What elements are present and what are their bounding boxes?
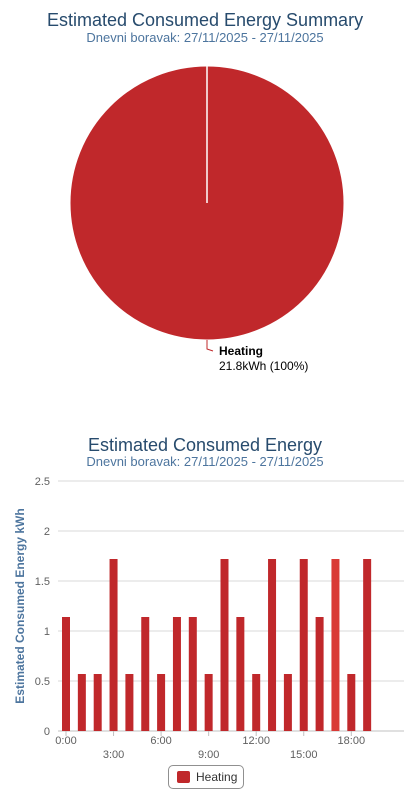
bar-chart-title: Estimated Consumed Energy — [87, 435, 323, 455]
legend[interactable]: Heating — [168, 765, 244, 789]
bar[interactable] — [62, 617, 70, 731]
bar-chart-subtitle: Dnevni boravak: 27/11/2025 - 27/11/2025 — [86, 454, 324, 469]
y-axis-ticks: 0 0.5 1 1.5 2 2.5 — [35, 476, 50, 738]
legend-swatch — [177, 771, 190, 783]
pie-chart: Heating 21.8kWh (100%) — [69, 65, 345, 373]
pie-chart-title: Estimated Consumed Energy Summary — [46, 10, 364, 30]
y-tick-label: 2.5 — [35, 476, 50, 488]
y-tick-label: 1 — [44, 626, 50, 638]
bar[interactable] — [188, 617, 197, 731]
y-tick-label: 1.5 — [35, 576, 50, 588]
bar[interactable] — [157, 674, 166, 731]
bar[interactable] — [109, 559, 118, 731]
x-tick-label: 0:00 — [55, 735, 76, 747]
x-tick-label: 9:00 — [198, 749, 219, 761]
bar[interactable] — [331, 559, 340, 731]
pie-chart-subtitle: Dnevni boravak: 27/11/2025 - 27/11/2025 — [86, 30, 324, 45]
x-tick-label: 12:00 — [242, 735, 270, 747]
y-tick-label: 0 — [44, 726, 50, 738]
bar[interactable] — [204, 674, 213, 731]
bar[interactable] — [236, 617, 245, 731]
y-tick-label: 0.5 — [35, 676, 50, 688]
bar[interactable] — [172, 617, 181, 731]
bar[interactable] — [347, 674, 356, 731]
pie-label-connector — [206, 340, 214, 352]
x-tick-label: 3:00 — [103, 749, 124, 761]
bar[interactable] — [125, 674, 134, 731]
bar[interactable] — [268, 559, 277, 731]
bar[interactable] — [220, 559, 229, 731]
bar[interactable] — [363, 559, 372, 731]
bars — [62, 559, 372, 731]
bar[interactable] — [283, 674, 292, 731]
bar[interactable] — [315, 617, 324, 731]
x-tick-label: 6:00 — [150, 735, 171, 747]
bar[interactable] — [93, 674, 102, 731]
bar[interactable] — [141, 617, 150, 731]
y-axis-label: Estimated Consumed Energy kWh — [13, 508, 27, 703]
x-axis-ticks: 0:00 3:00 6:00 9:00 12:00 15:00 18:00 — [55, 731, 365, 761]
bar[interactable] — [299, 559, 308, 731]
y-tick-label: 2 — [44, 526, 50, 538]
bar[interactable] — [252, 674, 261, 731]
x-tick-label: 15:00 — [290, 749, 318, 761]
legend-label-heating: Heating — [196, 770, 238, 784]
x-tick-label: 18:00 — [338, 735, 366, 747]
pie-label-name: Heating — [219, 344, 263, 358]
bar[interactable] — [77, 674, 86, 731]
pie-label-value: 21.8kWh (100%) — [219, 359, 308, 373]
